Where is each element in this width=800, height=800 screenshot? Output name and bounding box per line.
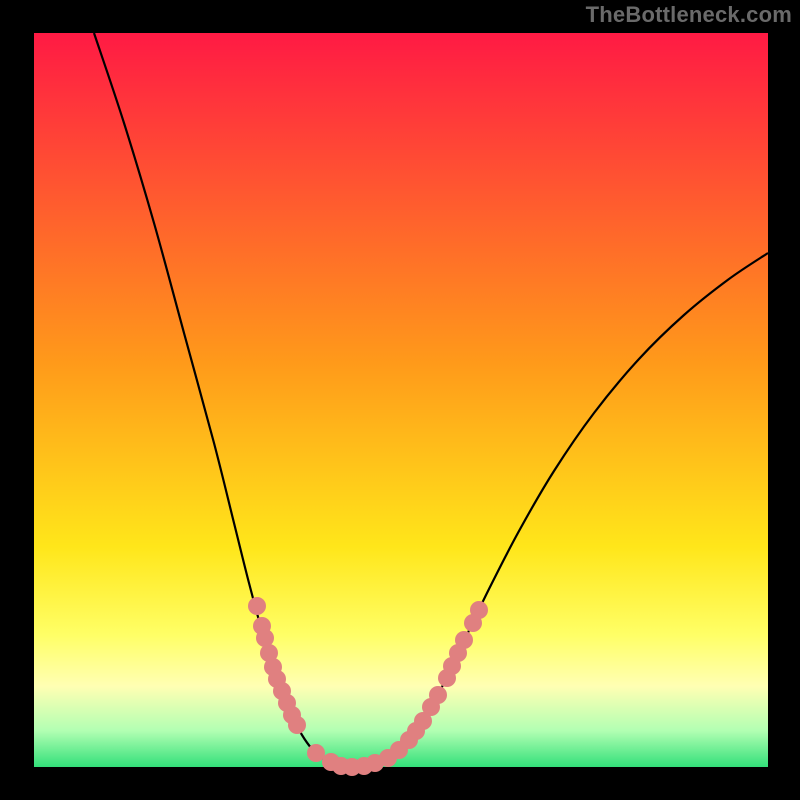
data-marker [307, 744, 325, 762]
data-marker [429, 686, 447, 704]
data-marker [455, 631, 473, 649]
bottleneck-curve [94, 33, 768, 767]
marker-group [248, 597, 488, 776]
plot-area [34, 33, 768, 767]
watermark-text: TheBottleneck.com [586, 2, 792, 28]
data-marker [248, 597, 266, 615]
curve-layer [34, 33, 768, 767]
data-marker [288, 716, 306, 734]
data-marker [470, 601, 488, 619]
chart-frame: TheBottleneck.com [0, 0, 800, 800]
